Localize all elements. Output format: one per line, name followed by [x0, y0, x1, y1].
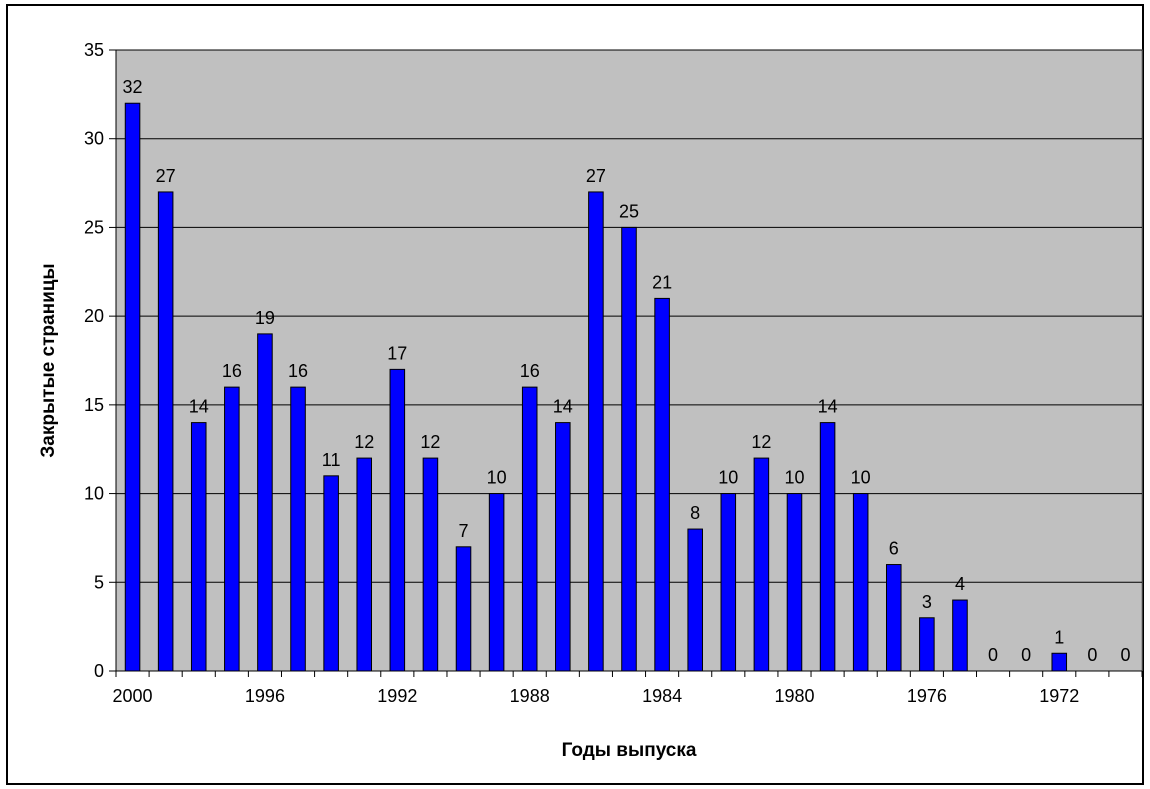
- data-label: 12: [354, 432, 374, 452]
- data-label: 25: [619, 201, 639, 221]
- data-label: 19: [255, 308, 275, 328]
- data-label: 0: [1021, 645, 1031, 665]
- y-tick-label: 15: [84, 395, 104, 415]
- x-axis-ticks: 2000 1996 1992 1988 1984 1980 1976 1972: [113, 671, 1143, 706]
- bar: [819, 422, 836, 672]
- bar: [654, 297, 670, 672]
- bar: [356, 457, 373, 672]
- bar: [588, 191, 604, 672]
- data-label: 12: [420, 432, 440, 452]
- data-label: 3: [922, 592, 932, 612]
- bar: [919, 617, 935, 672]
- data-label: 14: [818, 397, 838, 417]
- data-label: 16: [520, 361, 540, 381]
- bar: [786, 493, 803, 672]
- data-label: 1: [1054, 627, 1064, 647]
- x-tick-label: 1996: [245, 686, 285, 706]
- data-label: 10: [718, 468, 738, 488]
- y-tick-label: 35: [84, 40, 104, 60]
- bar: [621, 226, 637, 672]
- data-label: 10: [784, 468, 804, 488]
- data-label: 32: [123, 77, 143, 97]
- x-tick-label: 1972: [1039, 686, 1079, 706]
- bar: [257, 333, 273, 672]
- data-label: 16: [288, 361, 308, 381]
- data-label: 4: [955, 574, 965, 594]
- bar: [389, 368, 406, 672]
- bar: [323, 475, 339, 672]
- bar: [157, 191, 174, 672]
- data-label: 16: [222, 361, 242, 381]
- x-tick-label: 2000: [113, 686, 153, 706]
- bar: [720, 493, 737, 672]
- bar: [124, 102, 141, 672]
- data-label: 10: [851, 468, 871, 488]
- bars: [124, 102, 1068, 672]
- bar: [422, 457, 439, 672]
- bar: [885, 564, 902, 672]
- bar: [1051, 652, 1068, 672]
- bar: [224, 386, 240, 672]
- bar: [753, 457, 770, 672]
- y-tick-label: 5: [94, 572, 104, 592]
- data-label: 6: [889, 539, 899, 559]
- data-label: 27: [156, 166, 176, 186]
- x-tick-label: 1984: [642, 686, 682, 706]
- bar: [190, 422, 207, 672]
- x-axis-title: Годы выпуска: [562, 740, 697, 761]
- x-tick-label: 1976: [907, 686, 947, 706]
- y-tick-label: 10: [84, 484, 104, 504]
- bar: [952, 599, 968, 672]
- data-label: 10: [487, 468, 507, 488]
- y-tick-label: 25: [84, 217, 104, 237]
- data-label: 14: [553, 397, 573, 417]
- data-label: 12: [751, 432, 771, 452]
- y-axis-title: Закрытые страницы: [38, 263, 59, 457]
- bar: [521, 386, 538, 672]
- bar: [555, 422, 571, 672]
- x-tick-label: 1988: [510, 686, 550, 706]
- bar: [687, 528, 703, 672]
- bar: [488, 493, 505, 672]
- data-label: 11: [322, 450, 341, 470]
- x-tick-label: 1980: [774, 686, 814, 706]
- data-labels: 3227141619161112171271016142725218101210…: [123, 77, 1131, 665]
- data-label: 0: [1120, 645, 1130, 665]
- data-label: 7: [459, 521, 469, 541]
- bar: [455, 546, 472, 672]
- bar: [290, 386, 306, 672]
- data-label: 0: [988, 645, 998, 665]
- y-tick-label: 30: [84, 129, 104, 149]
- y-tick-label: 20: [84, 306, 104, 326]
- x-tick-label: 1992: [377, 686, 417, 706]
- y-axis-ticks: 0 5 10 15 20 25 30 35: [84, 40, 116, 681]
- data-label: 27: [586, 166, 606, 186]
- bar: [852, 493, 869, 672]
- data-label: 0: [1087, 645, 1097, 665]
- data-label: 8: [690, 503, 700, 523]
- y-tick-label: 0: [94, 661, 104, 681]
- data-label: 14: [189, 397, 209, 417]
- data-label: 21: [652, 272, 672, 292]
- data-label: 17: [387, 343, 407, 363]
